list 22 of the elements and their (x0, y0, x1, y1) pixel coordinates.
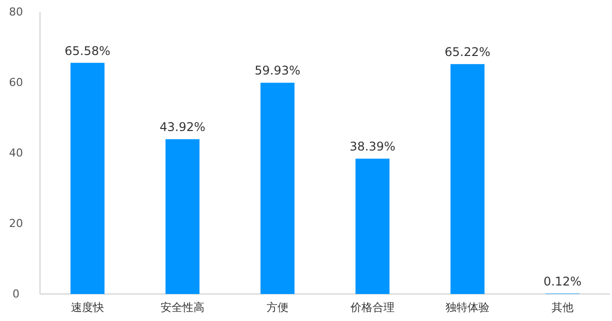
y-tick-label: 20 (9, 217, 23, 230)
bar (260, 82, 294, 294)
y-tick-label: 80 (9, 6, 23, 18)
data-label: 65.58% (64, 44, 110, 58)
bar (356, 158, 390, 294)
x-tick-label: 方便 (266, 301, 288, 314)
x-tick-label: 独特体验 (446, 301, 490, 314)
x-tick-label: 速度快 (71, 301, 104, 314)
data-label: 0.12% (543, 274, 582, 289)
x-tick-label: 价格合理 (350, 301, 394, 314)
x-tick-label: 其他 (552, 301, 574, 314)
data-label: 38.39% (350, 140, 396, 154)
y-tick-label: 40 (9, 146, 23, 160)
y-tick-label: 0 (12, 288, 20, 300)
y-tick-label: 60 (9, 76, 23, 89)
x-tick-label: 安全性高 (160, 301, 204, 314)
bar (450, 64, 484, 294)
bar (70, 62, 104, 294)
bar (166, 139, 200, 294)
data-label: 65.22% (444, 45, 490, 60)
data-label: 43.92% (160, 120, 206, 134)
data-label: 59.93% (254, 64, 300, 78)
